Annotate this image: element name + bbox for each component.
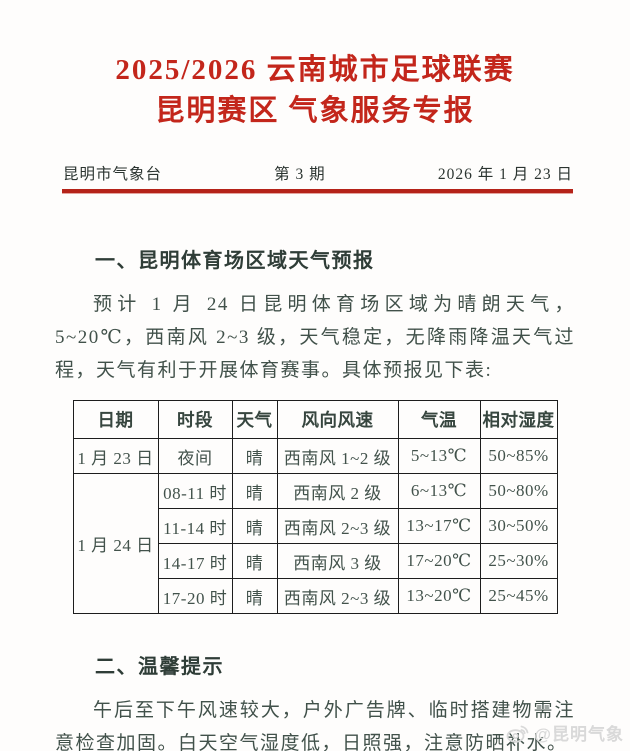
issuer-name: 昆明市气象台 (63, 166, 163, 183)
report-title-line-2: 昆明赛区 气象服务专报 (155, 95, 475, 127)
column-header-time: 时段 (157, 400, 233, 439)
column-header-date: 日期 (72, 400, 159, 439)
wind-cell: 西南风 2 级 (276, 473, 399, 509)
wind-cell: 西南风 2~3 级 (276, 578, 399, 614)
weather-cell: 晴 (231, 543, 278, 579)
humidity-cell: 25~45% (479, 578, 558, 614)
time-cell: 夜间 (157, 438, 233, 474)
issue-number: 第 3 期 (274, 166, 326, 183)
forecast-paragraph: 预计 1 月 24 日昆明体育场区域为晴朗天气，5~20℃，西南风 2~3 级，… (55, 294, 575, 381)
temperature-cell: 6~13℃ (397, 473, 481, 509)
watermark-text: @昆明气象 (534, 725, 624, 744)
issue-date: 2026 年 1 月 23 日 (437, 166, 573, 183)
wind-cell: 西南风 2~3 级 (276, 508, 399, 544)
table-row: 17-20 时 晴 西南风 2~3 级 13~20℃ 25~45% (73, 578, 558, 614)
humidity-cell: 25~30% (479, 543, 558, 579)
masthead: 昆明市气象台 第 3 期 2026 年 1 月 23 日 (63, 162, 573, 184)
red-divider-rule (62, 189, 573, 194)
humidity-cell: 50~80% (479, 473, 558, 509)
wind-cell: 西南风 1~2 级 (276, 438, 399, 474)
humidity-cell: 50~85% (479, 438, 558, 474)
time-cell: 17-20 时 (157, 578, 233, 614)
table-row: 1 月 24 日 08-11 时 晴 西南风 2 级 6~13℃ 50~80% (72, 473, 558, 614)
time-cell: 08-11 时 (157, 473, 233, 509)
weather-cell: 晴 (231, 473, 278, 509)
table-row: 14-17 时 晴 西南风 3 级 17~20℃ 25~30% (73, 543, 558, 579)
date-cell: 1 月 24 日 (72, 473, 159, 614)
weibo-icon (506, 723, 530, 743)
humidity-cell: 30~50% (479, 508, 558, 544)
section-forecast-heading: 一、昆明体育场区域天气预报 (95, 250, 375, 272)
weather-cell: 晴 (231, 508, 278, 544)
report-title-line-1: 2025/2026 云南城市足球联赛 (115, 54, 515, 86)
table-header-row: 日期 时段 天气 风向风速 气温 相对湿度 (72, 400, 558, 439)
table-row: 11-14 时 晴 西南风 2~3 级 13~17℃ 30~50% (73, 508, 558, 544)
temperature-cell: 13~17℃ (397, 508, 481, 544)
time-cell: 11-14 时 (157, 508, 233, 544)
wind-cell: 西南风 3 级 (276, 543, 399, 579)
temperature-cell: 17~20℃ (397, 543, 481, 579)
table-row: 1 月 23 日 夜间 晴 西南风 1~2 级 5~13℃ 50~85% (72, 438, 558, 474)
document-body: 一、昆明体育场区域天气预报 预计 1 月 24 日昆明体育场区域为晴朗天气，5~… (55, 244, 575, 751)
forecast-table: 日期 时段 天气 风向风速 气温 相对湿度 1 月 23 日 夜间 晴 西南风 … (72, 400, 558, 614)
temperature-cell: 13~20℃ (397, 578, 481, 614)
tips-paragraph: 午后至下午风速较大，户外广告牌、临时搭建物需注意检查加固。白天空气湿度低，日照强… (55, 700, 575, 751)
column-header-weather: 天气 (231, 400, 278, 439)
date-cell: 1 月 23 日 (72, 438, 159, 474)
column-header-humidity: 相对湿度 (479, 400, 558, 439)
weather-cell: 晴 (231, 578, 278, 614)
time-cell: 14-17 时 (157, 543, 233, 579)
report-title: 2025/2026 云南城市足球联赛 昆明赛区 气象服务专报 (0, 50, 630, 132)
column-header-temperature: 气温 (397, 400, 481, 439)
section-tips-heading: 二、温馨提示 (95, 656, 224, 678)
weather-cell: 晴 (231, 438, 278, 474)
watermark: @昆明气象 (506, 720, 624, 745)
temperature-cell: 5~13℃ (397, 438, 481, 474)
column-header-wind: 风向风速 (276, 400, 399, 439)
